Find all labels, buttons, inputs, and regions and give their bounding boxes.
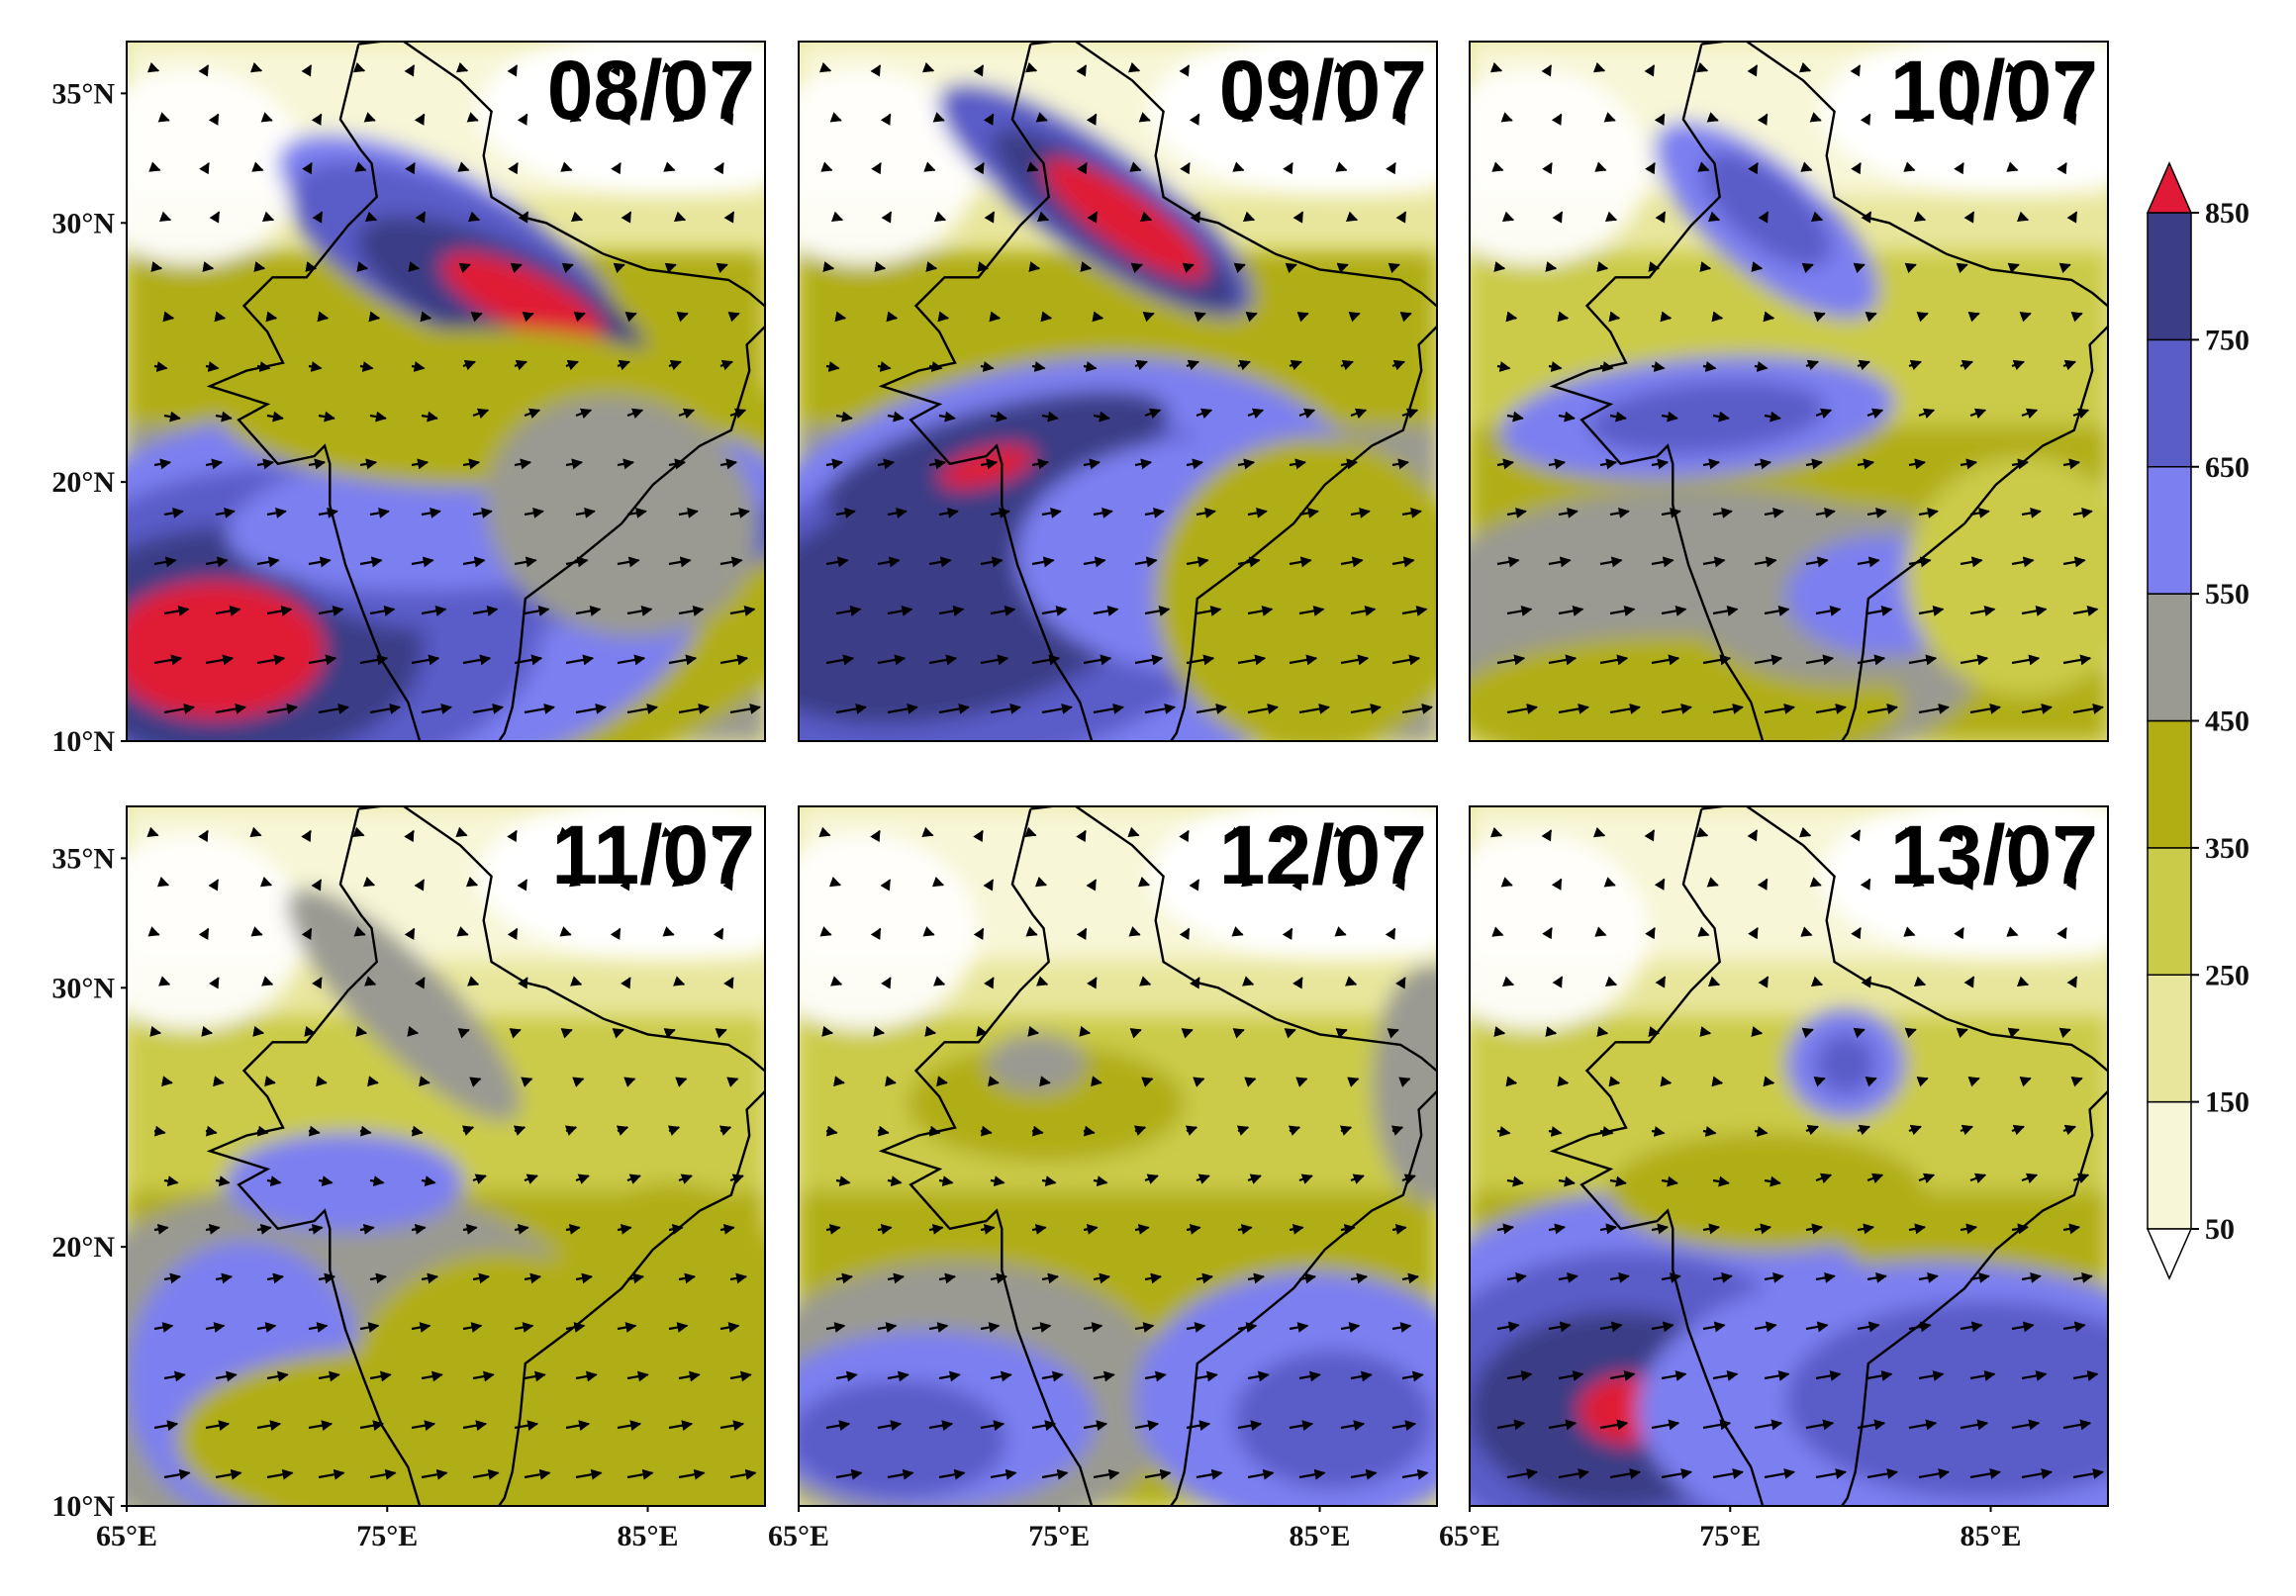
lat-tick-label: 10°N — [51, 1490, 115, 1523]
lat-tick-label: 20°N — [51, 1231, 115, 1264]
colorbar-segment — [2147, 212, 2192, 341]
lat-tick-label: 10°N — [51, 725, 115, 758]
country-outline — [878, 42, 1437, 741]
lon-tick-label: 85°E — [618, 1520, 679, 1552]
lon-tick-label: 65°E — [768, 1520, 829, 1552]
panel-date-label: 13/07 — [1890, 808, 2098, 901]
panel-date-label: 08/07 — [547, 44, 755, 137]
lat-tick-label: 20°N — [51, 466, 115, 499]
panel-date-label: 11/07 — [551, 808, 755, 901]
colorbar-segment — [2147, 719, 2192, 849]
colorbar-segment — [2147, 1100, 2192, 1230]
panel-frame — [798, 41, 1438, 742]
country-outline — [206, 42, 765, 741]
colorbar-label: 750 — [2205, 324, 2249, 356]
colorbar-segment — [2147, 466, 2192, 595]
panel-date-label: 10/07 — [1890, 44, 2098, 137]
colorbar-label: 850 — [2205, 197, 2249, 230]
wind-vectors — [146, 826, 757, 1480]
colorbar-extend-low — [2146, 1228, 2193, 1280]
colorbar-label: 650 — [2205, 451, 2249, 484]
lat-tick-label: 30°N — [51, 207, 115, 239]
country-outline — [1549, 42, 2108, 741]
panel-frame — [798, 805, 1438, 1507]
lon-tick-label: 65°E — [96, 1520, 157, 1552]
colorbar-label: 50 — [2205, 1213, 2235, 1246]
lat-tick-label: 30°N — [51, 972, 115, 1004]
colorbar-segment — [2147, 974, 2192, 1103]
map-panel-3: 10/07 — [1469, 41, 2109, 742]
colorbar-label: 250 — [2205, 959, 2249, 991]
lat-tick-label: 35°N — [51, 77, 115, 110]
colorbar-segment — [2147, 593, 2192, 722]
panel-frame — [1469, 805, 2109, 1507]
panel-frame — [126, 805, 766, 1507]
panel-date-label: 12/07 — [1219, 808, 1427, 901]
lon-tick-label: 85°E — [1961, 1520, 2022, 1552]
panel-frame — [1469, 41, 2109, 742]
map-panels: 08/07 10°N 20°N 30°N 35°N 09/07 10/07 11/07 10°N… — [51, 41, 2109, 1552]
wind-vectors — [1489, 61, 2104, 714]
colorbar-extend-high — [2146, 161, 2193, 214]
lon-tick-label: 65°E — [1439, 1520, 1500, 1552]
map-panel-5: 12/07 65°E 75°E 85°E — [768, 805, 1438, 1552]
lon-tick-label: 75°E — [1028, 1520, 1090, 1552]
map-panel-6: 13/07 65°E 75°E 85°E — [1439, 805, 2109, 1552]
wind-vectors — [818, 826, 1429, 1480]
map-panel-1: 08/07 10°N 20°N 30°N 35°N — [51, 41, 766, 758]
lon-tick-label: 85°E — [1290, 1520, 1351, 1552]
panel-date-label: 09/07 — [1219, 44, 1427, 137]
lat-tick-label: 35°N — [51, 842, 115, 875]
colorbar-label: 350 — [2205, 832, 2249, 865]
colorbar-segment — [2147, 338, 2192, 468]
colorbar-segment — [2147, 847, 2192, 976]
colorbar-label: 550 — [2205, 578, 2249, 610]
colorbar: 50 150 250 350 450 550 650 750 850 — [2146, 161, 2249, 1280]
map-panel-2: 09/07 — [798, 41, 1438, 742]
colorbar-label: 150 — [2205, 1086, 2249, 1119]
map-panel-4: 11/07 10°N 20°N 30°N 35°N 65°E 75°E 85°E — [51, 805, 766, 1552]
colorbar-label: 450 — [2205, 705, 2249, 738]
country-outline — [1549, 806, 2108, 1506]
country-outline — [878, 806, 1437, 1506]
lon-tick-label: 75°E — [356, 1520, 418, 1552]
panel-frame — [126, 41, 766, 742]
lon-tick-label: 75°E — [1699, 1520, 1761, 1552]
wind-vectors — [146, 61, 761, 714]
country-outline — [206, 806, 765, 1506]
